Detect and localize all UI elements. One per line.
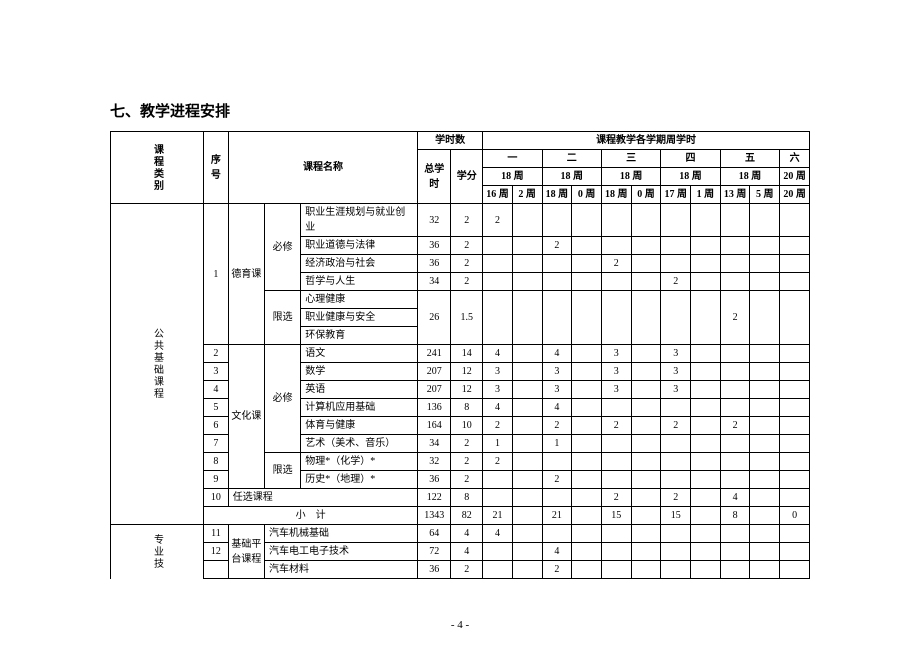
table-row: 9 历史*（地理）* 362 2 [111, 471, 810, 489]
sub-2: 18 周 [542, 186, 572, 204]
col-sem-group: 课程教学各学期周学时 [483, 132, 810, 150]
sub-5: 0 周 [631, 186, 661, 204]
sem-4-weeks: 18 周 [661, 168, 720, 186]
course-name: 心理健康 [301, 291, 418, 309]
table-row: 2 文化课 必修 语文 24114 4433 [111, 345, 810, 363]
course-name: 汽车电工电子技术 [265, 543, 418, 561]
table-row: 专业技 11 基础平台课程 汽车机械基础 644 4 [111, 525, 810, 543]
seq: 5 [204, 399, 229, 417]
course-name: 职业生涯规划与就业创业 [301, 204, 418, 237]
seq [204, 561, 229, 579]
sub-7: 1 周 [691, 186, 721, 204]
table-row: 10 任选课程 1228 224 [111, 489, 810, 507]
table-row: 6 体育与健康 16410 22222 [111, 417, 810, 435]
table-row: 5 计算机应用基础 1368 44 [111, 399, 810, 417]
table-row: 3 数学 20712 3333 [111, 363, 810, 381]
seq: 11 [204, 525, 229, 543]
sub-6: 17 周 [661, 186, 691, 204]
sub-3: 0 周 [572, 186, 602, 204]
table-row: 公共基础课程 1 德育课 必修 职业生涯规划与就业创业 322 2 [111, 204, 810, 237]
course-name: 汽车材料 [265, 561, 418, 579]
sem-5-weeks: 18 周 [720, 168, 779, 186]
course-name: 汽车机械基础 [265, 525, 418, 543]
sem-1: 一 [483, 150, 542, 168]
sem-3-weeks: 18 周 [601, 168, 660, 186]
col-category: 课程类别 [111, 132, 204, 204]
sub-8: 13 周 [720, 186, 750, 204]
sub-4: 18 周 [601, 186, 631, 204]
sem-6-weeks: 20 周 [780, 168, 810, 186]
col-total-hours: 总学时 [418, 150, 451, 204]
col-hours-group: 学时数 [418, 132, 483, 150]
sub-1: 2 周 [512, 186, 542, 204]
seq: 1 [204, 204, 229, 345]
seq: 8 [204, 453, 229, 471]
col-credits: 学分 [451, 150, 483, 204]
section-title: 七、教学进程安排 [110, 100, 810, 121]
seq: 12 [204, 543, 229, 561]
seq: 9 [204, 471, 229, 489]
curriculum-table: 课程类别 序号 课程名称 学时数 课程教学各学期周学时 总学时 学分 一 二 三… [110, 131, 810, 579]
course-name: 环保教育 [301, 327, 418, 345]
sem-6: 六 [780, 150, 810, 168]
seq: 7 [204, 435, 229, 453]
table-row: 4 英语 20712 3333 [111, 381, 810, 399]
cat2: 文化课 [228, 345, 264, 489]
course-name: 英语 [301, 381, 418, 399]
cat-major: 专业技 [111, 525, 204, 579]
course-name: 职业健康与安全 [301, 309, 418, 327]
seq: 4 [204, 381, 229, 399]
cat2: 德育课 [228, 204, 264, 345]
cat-public: 公共基础课程 [111, 204, 204, 525]
table-row: 7 艺术（美术、音乐） 342 11 [111, 435, 810, 453]
page-number: - 4 - [0, 619, 920, 631]
course-name: 经济政治与社会 [301, 255, 418, 273]
seq: 10 [204, 489, 229, 507]
seq: 6 [204, 417, 229, 435]
cat3: 任选课程 [228, 489, 417, 507]
course-name: 物理*（化学）* [301, 453, 418, 471]
sem-2-weeks: 18 周 [542, 168, 601, 186]
course-name: 艺术（美术、音乐） [301, 435, 418, 453]
col-seq: 序号 [204, 132, 229, 204]
sem-2: 二 [542, 150, 601, 168]
sub-0: 16 周 [483, 186, 513, 204]
course-name: 语文 [301, 345, 418, 363]
cat3: 必修 [265, 345, 301, 453]
col-name: 课程名称 [228, 132, 417, 204]
seq: 3 [204, 363, 229, 381]
cat3: 限选 [265, 291, 301, 345]
sub-9: 5 周 [750, 186, 780, 204]
sem-4: 四 [661, 150, 720, 168]
table-row: 8 限选 物理*（化学）* 322 2 [111, 453, 810, 471]
cat3: 必修 [265, 204, 301, 291]
seq: 2 [204, 345, 229, 363]
table-row: 12 汽车电工电子技术 724 4 [111, 543, 810, 561]
subtotal-row: 小 计 134382 2121151580 [111, 507, 810, 525]
sem-3: 三 [601, 150, 660, 168]
course-name: 历史*（地理）* [301, 471, 418, 489]
course-name: 数学 [301, 363, 418, 381]
sem-1-weeks: 18 周 [483, 168, 542, 186]
course-name: 体育与健康 [301, 417, 418, 435]
cat3: 限选 [265, 453, 301, 489]
sub-10: 20 周 [780, 186, 810, 204]
table-row: 汽车材料 362 2 [111, 561, 810, 579]
subtotal-label: 小 计 [204, 507, 418, 525]
course-name: 计算机应用基础 [301, 399, 418, 417]
course-name: 哲学与人生 [301, 273, 418, 291]
course-name: 职业道德与法律 [301, 237, 418, 255]
cat2: 基础平台课程 [228, 525, 264, 579]
sem-5: 五 [720, 150, 779, 168]
